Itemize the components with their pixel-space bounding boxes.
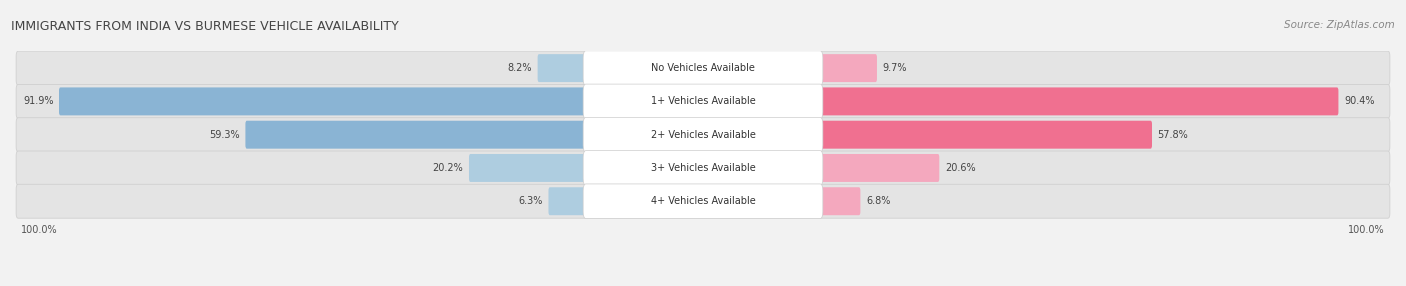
Text: 100.0%: 100.0% (1348, 225, 1385, 235)
FancyBboxPatch shape (470, 154, 588, 182)
FancyBboxPatch shape (583, 184, 823, 219)
FancyBboxPatch shape (15, 151, 1391, 185)
Text: 3+ Vehicles Available: 3+ Vehicles Available (651, 163, 755, 173)
Text: 59.3%: 59.3% (209, 130, 240, 140)
Text: 6.8%: 6.8% (866, 196, 890, 206)
Text: 9.7%: 9.7% (883, 63, 907, 73)
Text: 8.2%: 8.2% (508, 63, 531, 73)
FancyBboxPatch shape (246, 121, 588, 149)
FancyBboxPatch shape (15, 118, 1391, 152)
FancyBboxPatch shape (818, 88, 1339, 115)
Text: 57.8%: 57.8% (1157, 130, 1188, 140)
Text: 6.3%: 6.3% (519, 196, 543, 206)
Text: 20.2%: 20.2% (433, 163, 464, 173)
Text: 4+ Vehicles Available: 4+ Vehicles Available (651, 196, 755, 206)
FancyBboxPatch shape (583, 51, 823, 86)
FancyBboxPatch shape (15, 184, 1391, 218)
FancyBboxPatch shape (818, 187, 860, 215)
FancyBboxPatch shape (818, 54, 877, 82)
FancyBboxPatch shape (583, 117, 823, 152)
Text: 90.4%: 90.4% (1344, 96, 1375, 106)
Text: No Vehicles Available: No Vehicles Available (651, 63, 755, 73)
FancyBboxPatch shape (583, 84, 823, 119)
Text: 91.9%: 91.9% (22, 96, 53, 106)
Text: 1+ Vehicles Available: 1+ Vehicles Available (651, 96, 755, 106)
Text: 2+ Vehicles Available: 2+ Vehicles Available (651, 130, 755, 140)
FancyBboxPatch shape (537, 54, 588, 82)
Text: IMMIGRANTS FROM INDIA VS BURMESE VEHICLE AVAILABILITY: IMMIGRANTS FROM INDIA VS BURMESE VEHICLE… (11, 20, 399, 33)
FancyBboxPatch shape (15, 84, 1391, 118)
FancyBboxPatch shape (15, 51, 1391, 85)
FancyBboxPatch shape (583, 151, 823, 185)
FancyBboxPatch shape (548, 187, 588, 215)
Text: Source: ZipAtlas.com: Source: ZipAtlas.com (1284, 20, 1395, 30)
FancyBboxPatch shape (818, 121, 1152, 149)
FancyBboxPatch shape (818, 154, 939, 182)
Text: 100.0%: 100.0% (21, 225, 58, 235)
Text: 20.6%: 20.6% (945, 163, 976, 173)
FancyBboxPatch shape (59, 88, 588, 115)
